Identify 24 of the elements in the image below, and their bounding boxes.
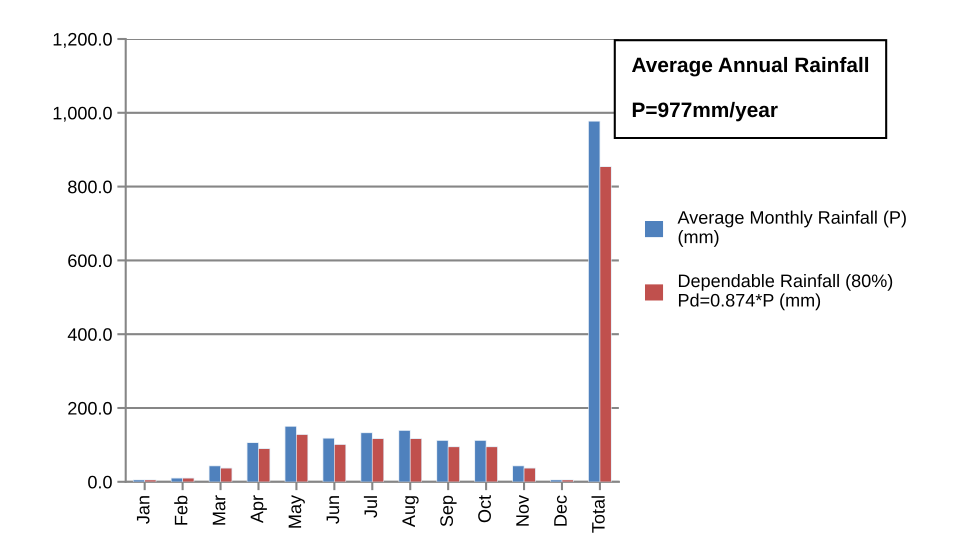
x-tick-label: Apr — [250, 495, 267, 524]
x-tick-label: Jan — [136, 496, 150, 524]
text: Average Annual Rainfall — [632, 56, 868, 76]
y-tick-label: 600.0 — [68, 254, 112, 268]
x-tick-label: Aug — [402, 496, 419, 528]
y-tick-label: 800.0 — [68, 180, 112, 194]
y-tick-label: 1,000.0 — [54, 106, 112, 122]
legend-label: Dependable Rainfall (80%) Pd=0.874*P (mm) — [678, 274, 892, 310]
y-tick-label: 200.0 — [68, 402, 112, 415]
text: P=977mm/year — [632, 102, 778, 122]
x-tick-label: Total — [591, 496, 605, 533]
x-tick-label: Dec — [554, 495, 567, 526]
x-tick-label: Mar — [212, 495, 226, 525]
x-tick-label: Jul — [364, 496, 378, 518]
x-tick-label: May — [288, 495, 305, 528]
x-tick-label: Nov — [516, 495, 529, 526]
x-tick-label: Sep — [440, 496, 457, 526]
x-tick-label: Jun — [326, 496, 340, 524]
x-tick-label: Oct — [478, 495, 491, 522]
legend-label: Average Monthly Rainfall (P) (mm) — [678, 210, 906, 247]
y-tick-label: 1,200.0 — [54, 32, 112, 48]
y-tick-label: 0.0 — [88, 476, 112, 489]
x-tick-label: Feb — [174, 496, 188, 525]
y-tick-label: 400.0 — [68, 328, 112, 341]
